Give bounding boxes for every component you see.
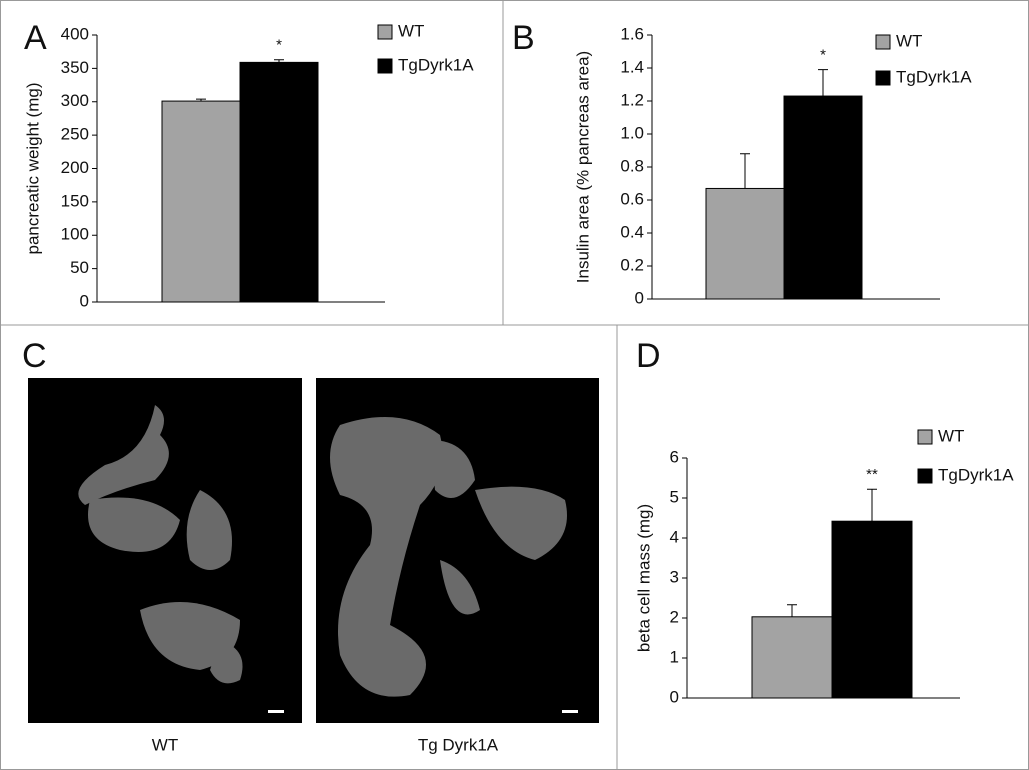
image-caption: Tg Dyrk1A [418,735,499,754]
y-tick-label: 250 [61,125,89,144]
bar [831,520,913,699]
y-tick-label: 1.2 [620,90,644,109]
y-tick-label: 4 [670,527,679,546]
y-axis-label: beta cell mass (mg) [634,504,653,652]
legend-swatch [377,58,393,74]
legend-label: TgDyrk1A [896,67,972,86]
significance: ** [866,466,878,483]
panel-label: D [636,337,661,375]
legend-swatch [377,24,393,40]
y-tick-label: 1.6 [620,24,644,43]
y-tick-label: 2 [670,607,679,626]
significance: * [820,47,826,64]
y-tick-label: 5 [670,487,679,506]
error-bar [740,153,750,189]
legend-swatch [917,429,933,445]
panel-label: A [24,19,47,57]
error-bar [274,59,284,63]
y-tick-label: 1 [670,647,679,666]
significance: * [276,37,282,54]
y-tick-label: 0 [80,291,89,310]
y-tick-label: 400 [61,24,89,43]
y-tick-label: 3 [670,567,679,586]
legend-label: TgDyrk1A [938,465,1014,484]
image-caption: WT [152,735,178,754]
y-axis-label: pancreatic weight (mg) [23,83,42,255]
legend-swatch [875,34,891,50]
error-bar [818,69,828,97]
legend-label: WT [896,31,922,50]
y-tick-label: 100 [61,225,89,244]
error-bar [196,98,206,102]
error-bar [787,604,797,617]
y-tick-label: 0 [635,288,644,307]
y-tick-label: 1.0 [620,123,644,142]
y-axis-label: Insulin area (% pancreas area) [573,51,592,283]
bar [239,61,319,303]
bar [751,616,833,699]
bar [783,95,863,300]
error-bar [867,488,877,522]
panel-label: C [22,337,47,375]
y-tick-label: 0.4 [620,222,644,241]
legend-label: WT [938,426,964,445]
y-tick-label: 1.4 [620,57,644,76]
y-tick-label: 50 [70,258,89,277]
legend-swatch [917,468,933,484]
micrograph [28,378,599,723]
panel-label: B [512,19,535,57]
legend-label: TgDyrk1A [398,55,474,74]
bar [161,100,241,303]
legend-swatch [875,70,891,86]
y-tick-label: 0.6 [620,189,644,208]
y-tick-label: 200 [61,158,89,177]
y-tick-label: 300 [61,91,89,110]
y-tick-label: 0.2 [620,255,644,274]
y-tick-label: 0.8 [620,156,644,175]
y-tick-label: 350 [61,58,89,77]
bar [705,187,785,300]
y-tick-label: 6 [670,447,679,466]
y-tick-label: 0 [670,687,679,706]
y-tick-label: 150 [61,191,89,210]
legend-label: WT [398,21,424,40]
